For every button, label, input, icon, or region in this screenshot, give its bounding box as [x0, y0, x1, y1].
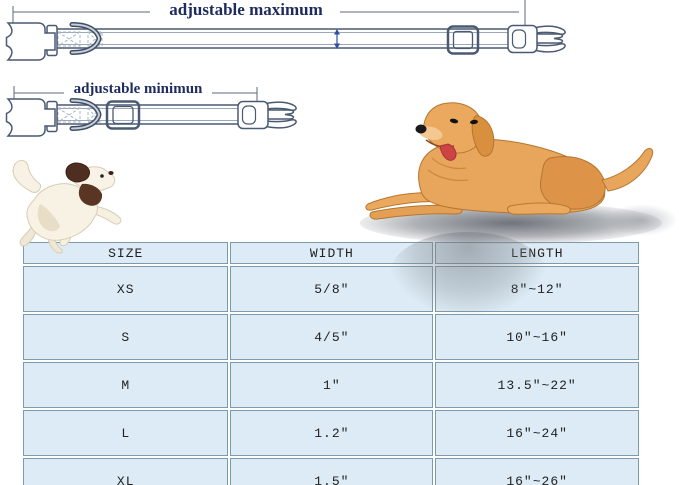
dog-chest-fold	[427, 169, 469, 182]
table-row-xl: XL 1.5" 16"~26"	[23, 458, 639, 485]
d-ring-highlight	[71, 23, 101, 54]
d-ring-highlight	[71, 99, 101, 130]
tri-glide-slider	[105, 100, 141, 130]
dog-nose	[415, 124, 427, 134]
puppy-nose	[108, 171, 114, 175]
cell-length: 8"~12"	[435, 266, 639, 312]
dog-tongue	[439, 143, 457, 161]
cell-length: 13.5"~22"	[435, 362, 639, 408]
table-row-m: M 1" 13.5"~22"	[23, 362, 639, 408]
male-buckle	[237, 100, 297, 130]
table-row-xs: XS 5/8" 8"~12"	[23, 266, 639, 312]
puppy-ear	[65, 162, 90, 183]
cell-length: 16"~26"	[435, 458, 639, 485]
col-header-width: WIDTH	[230, 242, 434, 264]
collar-min-diagram	[5, 98, 297, 137]
small-puppy-illustration	[12, 159, 122, 254]
cell-size: M	[23, 362, 229, 408]
cell-width: 1.2"	[230, 410, 434, 456]
cell-size: S	[23, 314, 229, 360]
cell-width: 4/5"	[230, 314, 434, 360]
puppy-cheek-patch	[78, 183, 103, 206]
cell-width: 1.5"	[230, 458, 434, 485]
measure-bracket-max	[12, 0, 526, 29]
cell-size: XS	[23, 266, 229, 312]
cell-width: 5/8"	[230, 266, 434, 312]
dog-ear	[471, 115, 495, 157]
size-chart-table: SIZE WIDTH LENGTH XS 5/8" 8"~12" S 4/5" …	[21, 240, 641, 485]
cell-size: L	[23, 410, 229, 456]
female-buckle	[5, 22, 56, 61]
col-header-size: SIZE	[23, 242, 229, 264]
collar-max-diagram	[5, 22, 566, 61]
cell-size: XL	[23, 458, 229, 485]
cell-length: 10"~16"	[435, 314, 639, 360]
female-buckle	[5, 98, 56, 137]
golden-retriever-illustration	[365, 102, 654, 220]
col-header-length: LENGTH	[435, 242, 639, 264]
table-row-l: L 1.2" 16"~24"	[23, 410, 639, 456]
dog-eye-left	[449, 118, 459, 124]
dog-eye-right	[470, 119, 478, 125]
dog-tail	[601, 148, 654, 192]
male-buckle	[507, 24, 566, 54]
adjustable-maximum-label: adjustable maximum	[169, 0, 323, 19]
width-arrow	[334, 29, 340, 49]
table-row-s: S 4/5" 10"~16"	[23, 314, 639, 360]
cell-length: 16"~24"	[435, 410, 639, 456]
collar-diagrams	[5, 0, 566, 137]
adjustable-minimum-label: adjustable minimun	[73, 81, 203, 97]
tri-glide-slider	[446, 25, 480, 55]
size-chart: SIZE WIDTH LENGTH XS 5/8" 8"~12" S 4/5" …	[21, 240, 641, 485]
puppy-eye	[100, 174, 104, 178]
cell-width: 1"	[230, 362, 434, 408]
dog-neck-fold	[431, 157, 467, 170]
